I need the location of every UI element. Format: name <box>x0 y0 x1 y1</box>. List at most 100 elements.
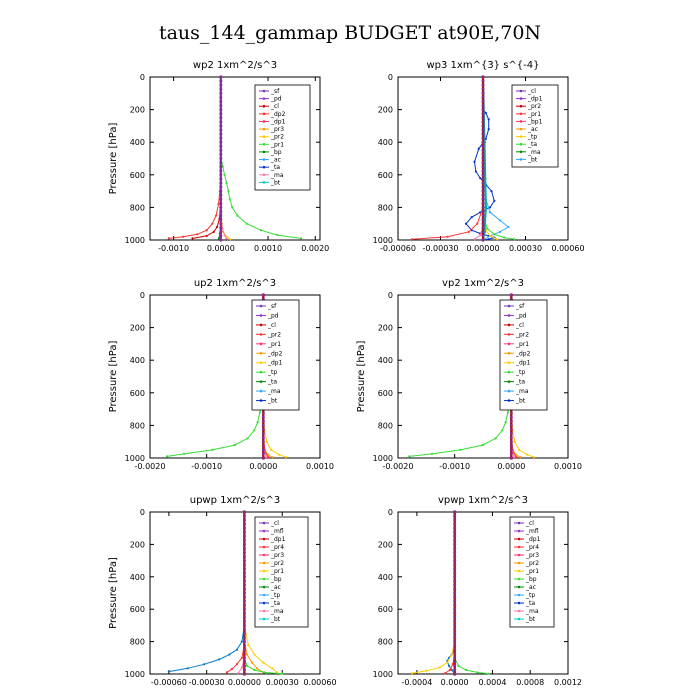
data-point-_pr2 <box>488 234 492 238</box>
y-tick-label: 800 <box>378 638 393 647</box>
y-tick-label: 800 <box>378 203 393 212</box>
trunk-point <box>509 432 513 436</box>
trunk-point <box>261 448 265 452</box>
legend-label: _bp <box>270 149 282 156</box>
trunk-point <box>219 222 223 226</box>
plot-frame-4 <box>149 511 321 675</box>
trunk-point <box>453 595 457 599</box>
data-point-_dp1 <box>501 429 504 432</box>
legend-marker <box>519 104 523 108</box>
trunk-point <box>219 136 223 140</box>
data-point-_bt <box>484 205 488 209</box>
trunk-point <box>453 559 457 563</box>
legend-label: _pr3 <box>525 552 539 559</box>
y-tick-label: 600 <box>378 389 393 398</box>
y-tick-label: 400 <box>378 138 393 147</box>
legend-label: _pr2 <box>527 103 541 110</box>
data-point-_dp1 <box>215 214 218 217</box>
trunk-point <box>261 293 265 297</box>
legend-marker <box>262 89 266 93</box>
y-tick-label: 1000 <box>125 454 145 463</box>
data-point-_dp1 <box>476 222 479 225</box>
data-point-_dp1 <box>233 443 237 447</box>
data-point-_pr1 <box>227 190 230 193</box>
data-point-_pr1 <box>259 229 263 232</box>
legend-marker <box>517 545 521 549</box>
plot-title-5: vpwp 1xm^2/s^3 <box>438 495 528 506</box>
trunk-point <box>509 293 513 297</box>
data-point-_dp1 <box>217 203 220 206</box>
trunk-point <box>453 623 457 627</box>
data-point-_pr1 <box>271 667 274 670</box>
trunk-point <box>481 230 485 234</box>
series-line-_dp1 <box>409 295 512 457</box>
trunk-point <box>219 124 223 128</box>
trunk-point <box>453 660 457 664</box>
trunk-point <box>219 99 223 103</box>
trunk-point <box>509 444 513 448</box>
data-point-_dp1 <box>504 421 507 424</box>
x-tick-label: 0.0010 <box>306 462 334 471</box>
trunk-point <box>453 656 457 660</box>
y-tick-label: 200 <box>130 540 145 549</box>
trunk-point <box>509 415 513 419</box>
data-point-_pr1 <box>486 227 489 230</box>
y-tick-label: 400 <box>130 138 145 147</box>
trunk-point <box>481 95 485 99</box>
trunk-point <box>481 132 485 136</box>
data-point-_dp1 <box>181 235 185 238</box>
trunk-point <box>242 599 246 603</box>
legend-label: _pr1 <box>270 141 284 148</box>
trunk-point <box>242 636 246 640</box>
plot-frame-3 <box>397 294 569 459</box>
y-tick-label: 400 <box>378 356 393 365</box>
trunk-point <box>481 124 485 128</box>
data-point-_dp1 <box>408 455 411 458</box>
legend-marker <box>519 89 523 93</box>
trunk-point <box>481 234 485 238</box>
legend-marker <box>262 181 266 184</box>
data-point-_dp1 <box>246 437 249 440</box>
x-tick-label: -0.00030 <box>423 244 459 253</box>
legend-label: _dp2 <box>267 350 283 357</box>
legend-marker <box>262 601 266 605</box>
trunk-point <box>453 652 457 656</box>
legend-label: _ma <box>270 608 284 615</box>
y-tick-label: 200 <box>130 106 145 115</box>
legend-label: _pr1 <box>270 568 284 575</box>
trunk-point <box>219 238 223 242</box>
trunk-point <box>481 209 485 213</box>
data-point-_tp <box>464 222 468 225</box>
legend-marker <box>259 399 263 402</box>
data-point-_pr1 <box>503 236 506 239</box>
data-point-_dp1 <box>205 229 208 232</box>
data-point-_pr2 <box>513 440 516 443</box>
trunk-point <box>219 218 223 222</box>
data-point-_pr1 <box>271 456 274 459</box>
plot-title-2: up2 1xm^2/s^3 <box>194 278 276 289</box>
trunk-point <box>219 120 223 124</box>
trunk-point <box>242 555 246 559</box>
data-point-_tp <box>479 176 482 180</box>
legend-marker <box>517 609 521 613</box>
data-point-_pr1 <box>231 206 234 209</box>
legend-box-2 <box>251 299 300 411</box>
y-tick-label: 200 <box>378 106 393 115</box>
y-tick-label: 800 <box>130 203 145 212</box>
data-point-_dp1 <box>211 222 214 225</box>
trunk-point <box>219 197 223 201</box>
x-tick-label: 0.0004 <box>478 678 506 687</box>
trunk-point <box>219 95 223 99</box>
legend-label: _ta <box>270 600 280 607</box>
data-point-_pr1 <box>245 222 248 225</box>
trunk-point <box>219 226 223 230</box>
trunk-point <box>453 518 457 522</box>
legend-label: _bp1 <box>527 118 543 125</box>
legend-label: _tp <box>267 369 277 376</box>
legend-marker <box>517 521 521 525</box>
legend-marker <box>507 351 511 355</box>
x-tick-label: 0.0000 <box>441 678 469 687</box>
data-point-_pr1 <box>223 173 226 176</box>
trunk-point <box>481 161 485 165</box>
y-tick-label: 200 <box>378 324 393 333</box>
